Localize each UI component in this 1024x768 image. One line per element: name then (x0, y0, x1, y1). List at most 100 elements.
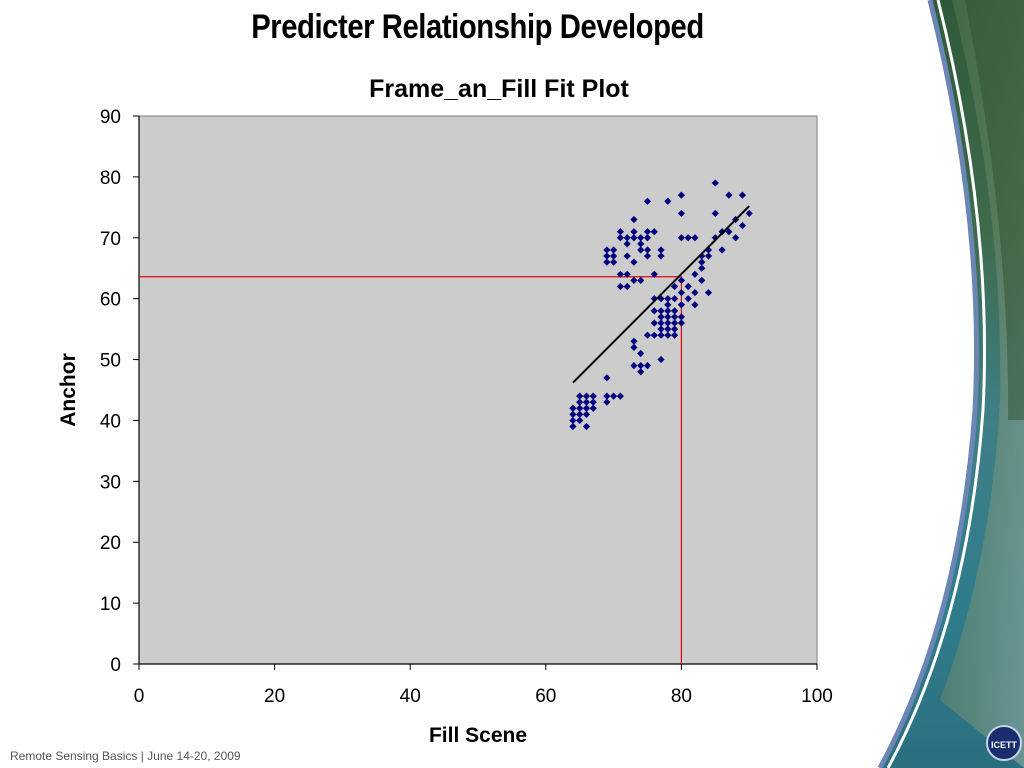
y-tick-label: 70 (100, 229, 121, 250)
data-point (657, 355, 665, 364)
data-point (610, 258, 618, 266)
data-point (725, 191, 733, 199)
data-point (637, 362, 645, 370)
data-point (637, 349, 645, 358)
data-point (738, 222, 747, 230)
data-point (582, 398, 591, 406)
data-point (637, 234, 645, 242)
data-point (616, 282, 624, 291)
data-point (589, 398, 597, 406)
data-point (657, 246, 665, 254)
fit-line-group (572, 205, 750, 384)
data-point (589, 392, 597, 400)
data-point (603, 252, 611, 260)
data-point (664, 331, 672, 339)
data-point (664, 197, 672, 205)
x-tick-label: 80 (671, 686, 692, 707)
data-point (650, 319, 658, 327)
data-point (582, 410, 591, 418)
y-axis-title: Anchor (57, 353, 80, 427)
fit-line (572, 205, 750, 384)
logo-text: ICETT (991, 740, 1018, 750)
data-point (650, 331, 658, 339)
data-point (677, 301, 685, 309)
y-tick-label: 80 (100, 168, 121, 189)
data-point (643, 331, 652, 339)
data-point (582, 422, 591, 431)
x-tick-label: 40 (400, 686, 421, 707)
data-point (671, 282, 679, 291)
data-point (664, 313, 672, 321)
data-point (657, 325, 665, 333)
data-point (643, 246, 652, 254)
data-point (616, 228, 624, 236)
data-point (657, 313, 665, 321)
data-point (616, 270, 624, 278)
data-point (623, 252, 631, 260)
data-point (671, 325, 679, 333)
data-point (677, 313, 685, 321)
data-point (704, 288, 713, 297)
data-point (738, 191, 747, 199)
data-point (691, 234, 699, 242)
data-point (576, 410, 584, 418)
data-point (698, 258, 706, 266)
data-point (671, 319, 679, 327)
data-point (643, 362, 652, 370)
data-point (650, 295, 658, 303)
y-tick-label: 90 (100, 107, 121, 128)
data-point (677, 209, 685, 218)
data-point (569, 422, 577, 431)
data-point (576, 398, 584, 406)
data-point (610, 246, 618, 254)
data-point (671, 313, 679, 321)
data-point (698, 276, 706, 284)
data-point (684, 234, 692, 242)
data-point (671, 295, 679, 303)
data-point (684, 295, 692, 303)
axes: 0 20 40 60 80 100 0 10 20 30 40 50 60 70 80 90 (100, 107, 833, 707)
data-points (569, 179, 753, 431)
data-point (671, 331, 679, 339)
x-tick-label: 0 (134, 686, 145, 707)
data-point (664, 301, 672, 309)
data-point (657, 252, 665, 260)
data-point (603, 398, 611, 406)
data-point (657, 331, 665, 339)
data-point (576, 392, 584, 400)
data-point (643, 234, 652, 242)
data-point (623, 270, 631, 278)
slide-title: Predicter Relationship Developed (251, 8, 704, 46)
data-point (677, 276, 685, 284)
data-point (603, 392, 611, 400)
data-point (616, 392, 624, 400)
data-point (582, 404, 591, 412)
data-point (630, 234, 638, 242)
data-point (623, 234, 631, 242)
data-point (677, 319, 685, 327)
data-point (603, 258, 611, 266)
data-point (576, 416, 584, 425)
data-point (630, 276, 638, 284)
data-point (650, 270, 658, 278)
data-point (569, 404, 577, 412)
data-point (650, 307, 658, 315)
data-point (718, 228, 726, 236)
x-tick-label: 60 (535, 686, 556, 707)
logo-icon (986, 725, 1022, 761)
data-point (657, 307, 665, 315)
data-point (691, 270, 699, 278)
data-point (664, 307, 672, 315)
footer-text: Remote Sensing Basics | June 14-20, 2009 (10, 749, 241, 763)
data-point (664, 319, 672, 327)
data-point (637, 240, 645, 248)
data-point (616, 234, 624, 242)
data-point (630, 343, 638, 351)
data-point (704, 252, 713, 260)
data-point (691, 288, 699, 297)
data-point (569, 416, 577, 425)
data-point (630, 362, 638, 370)
y-tick-label: 10 (100, 594, 121, 615)
data-point (704, 246, 713, 254)
